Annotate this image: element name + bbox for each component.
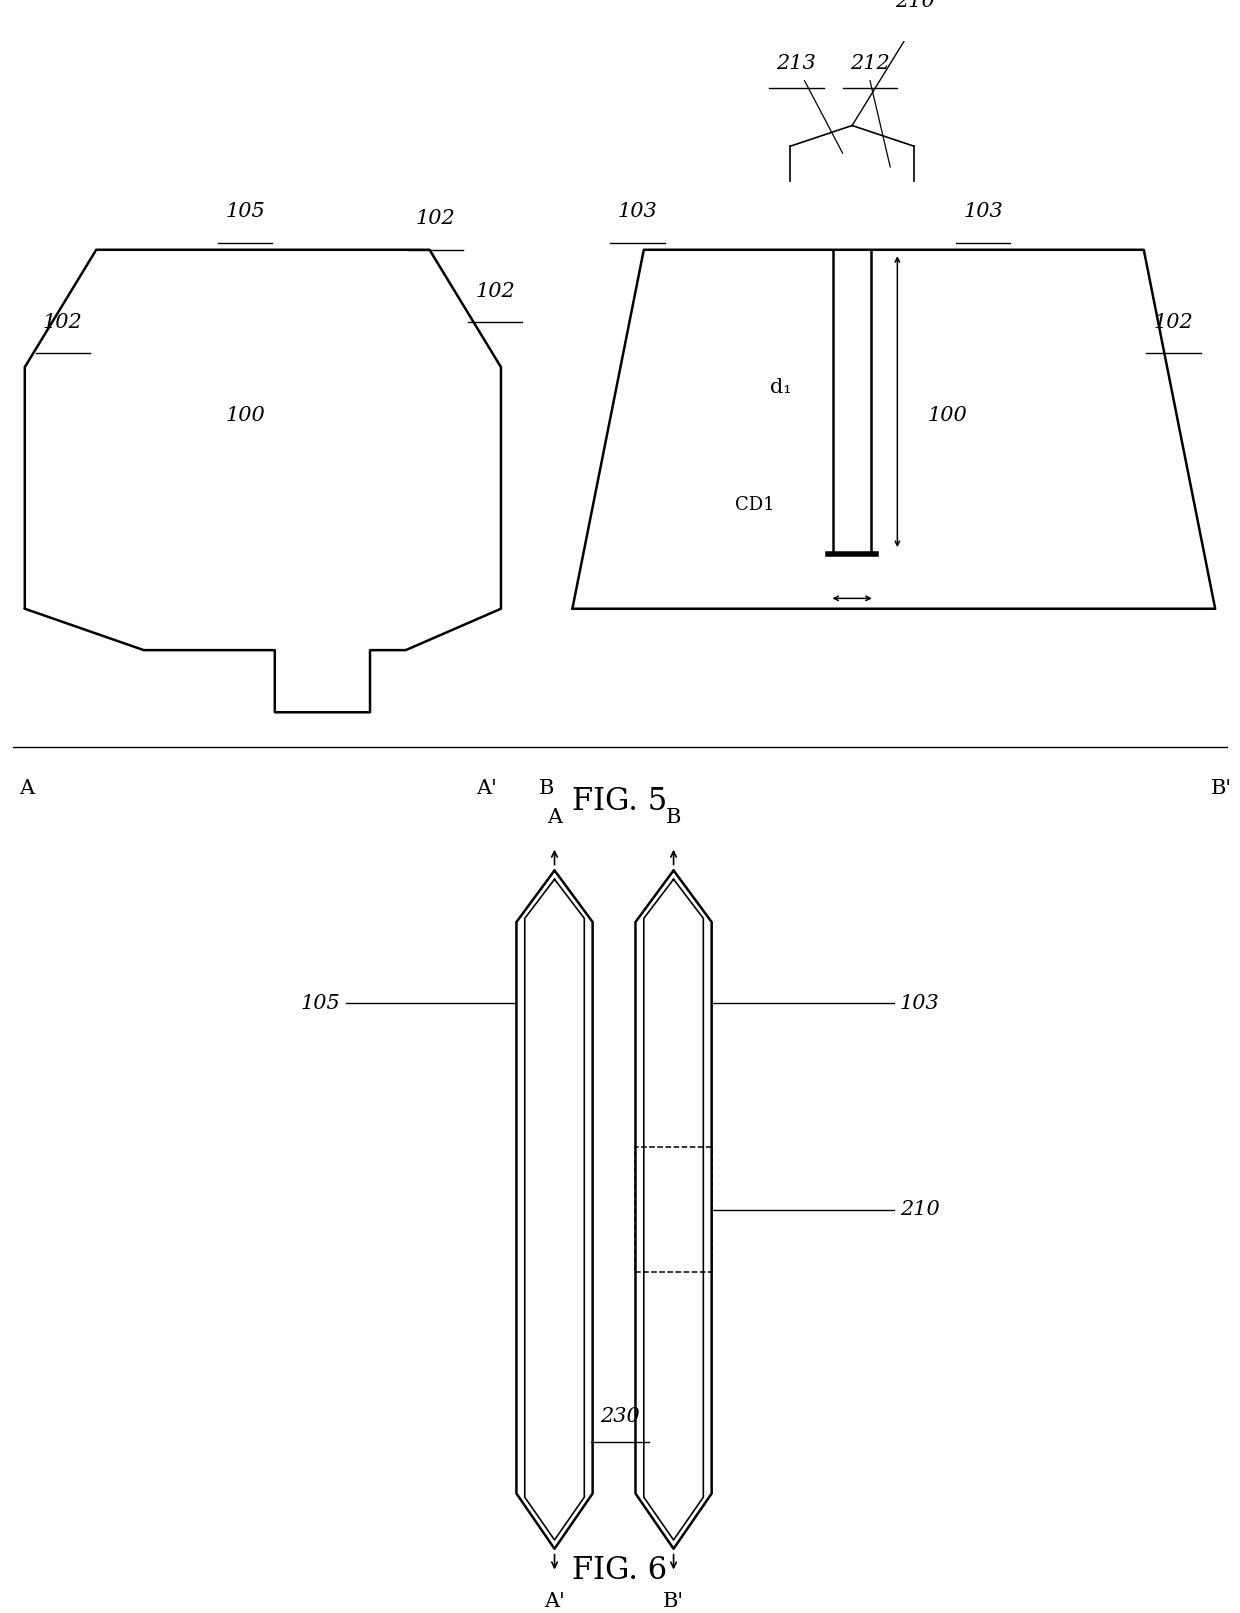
Text: 230: 230 (600, 1407, 640, 1426)
Text: CD1: CD1 (735, 497, 774, 515)
Text: 103: 103 (618, 202, 657, 221)
Text: B: B (538, 779, 554, 798)
Text: 105: 105 (226, 202, 265, 221)
Text: d₁: d₁ (770, 379, 791, 397)
Text: 100: 100 (226, 406, 265, 424)
Text: 210: 210 (895, 0, 935, 11)
Text: B': B' (1210, 779, 1231, 798)
Text: 100: 100 (928, 406, 967, 424)
Text: 102: 102 (415, 210, 455, 227)
Text: 212: 212 (851, 53, 890, 73)
Text: FIG. 5: FIG. 5 (573, 786, 667, 818)
Text: FIG. 6: FIG. 6 (573, 1555, 667, 1586)
Text: 103: 103 (900, 994, 940, 1013)
Text: B: B (666, 808, 681, 827)
Text: A': A' (544, 1592, 565, 1611)
Text: 102: 102 (1153, 313, 1193, 332)
Text: A: A (20, 779, 35, 798)
Text: B': B' (663, 1592, 684, 1611)
Text: 210: 210 (900, 1200, 940, 1219)
Text: 102: 102 (475, 282, 515, 300)
Text: 213: 213 (776, 53, 816, 73)
Text: 102: 102 (43, 313, 83, 332)
Text: A: A (547, 808, 562, 827)
Text: 105: 105 (300, 994, 340, 1013)
Text: 103: 103 (963, 202, 1003, 221)
Text: A': A' (476, 779, 497, 798)
